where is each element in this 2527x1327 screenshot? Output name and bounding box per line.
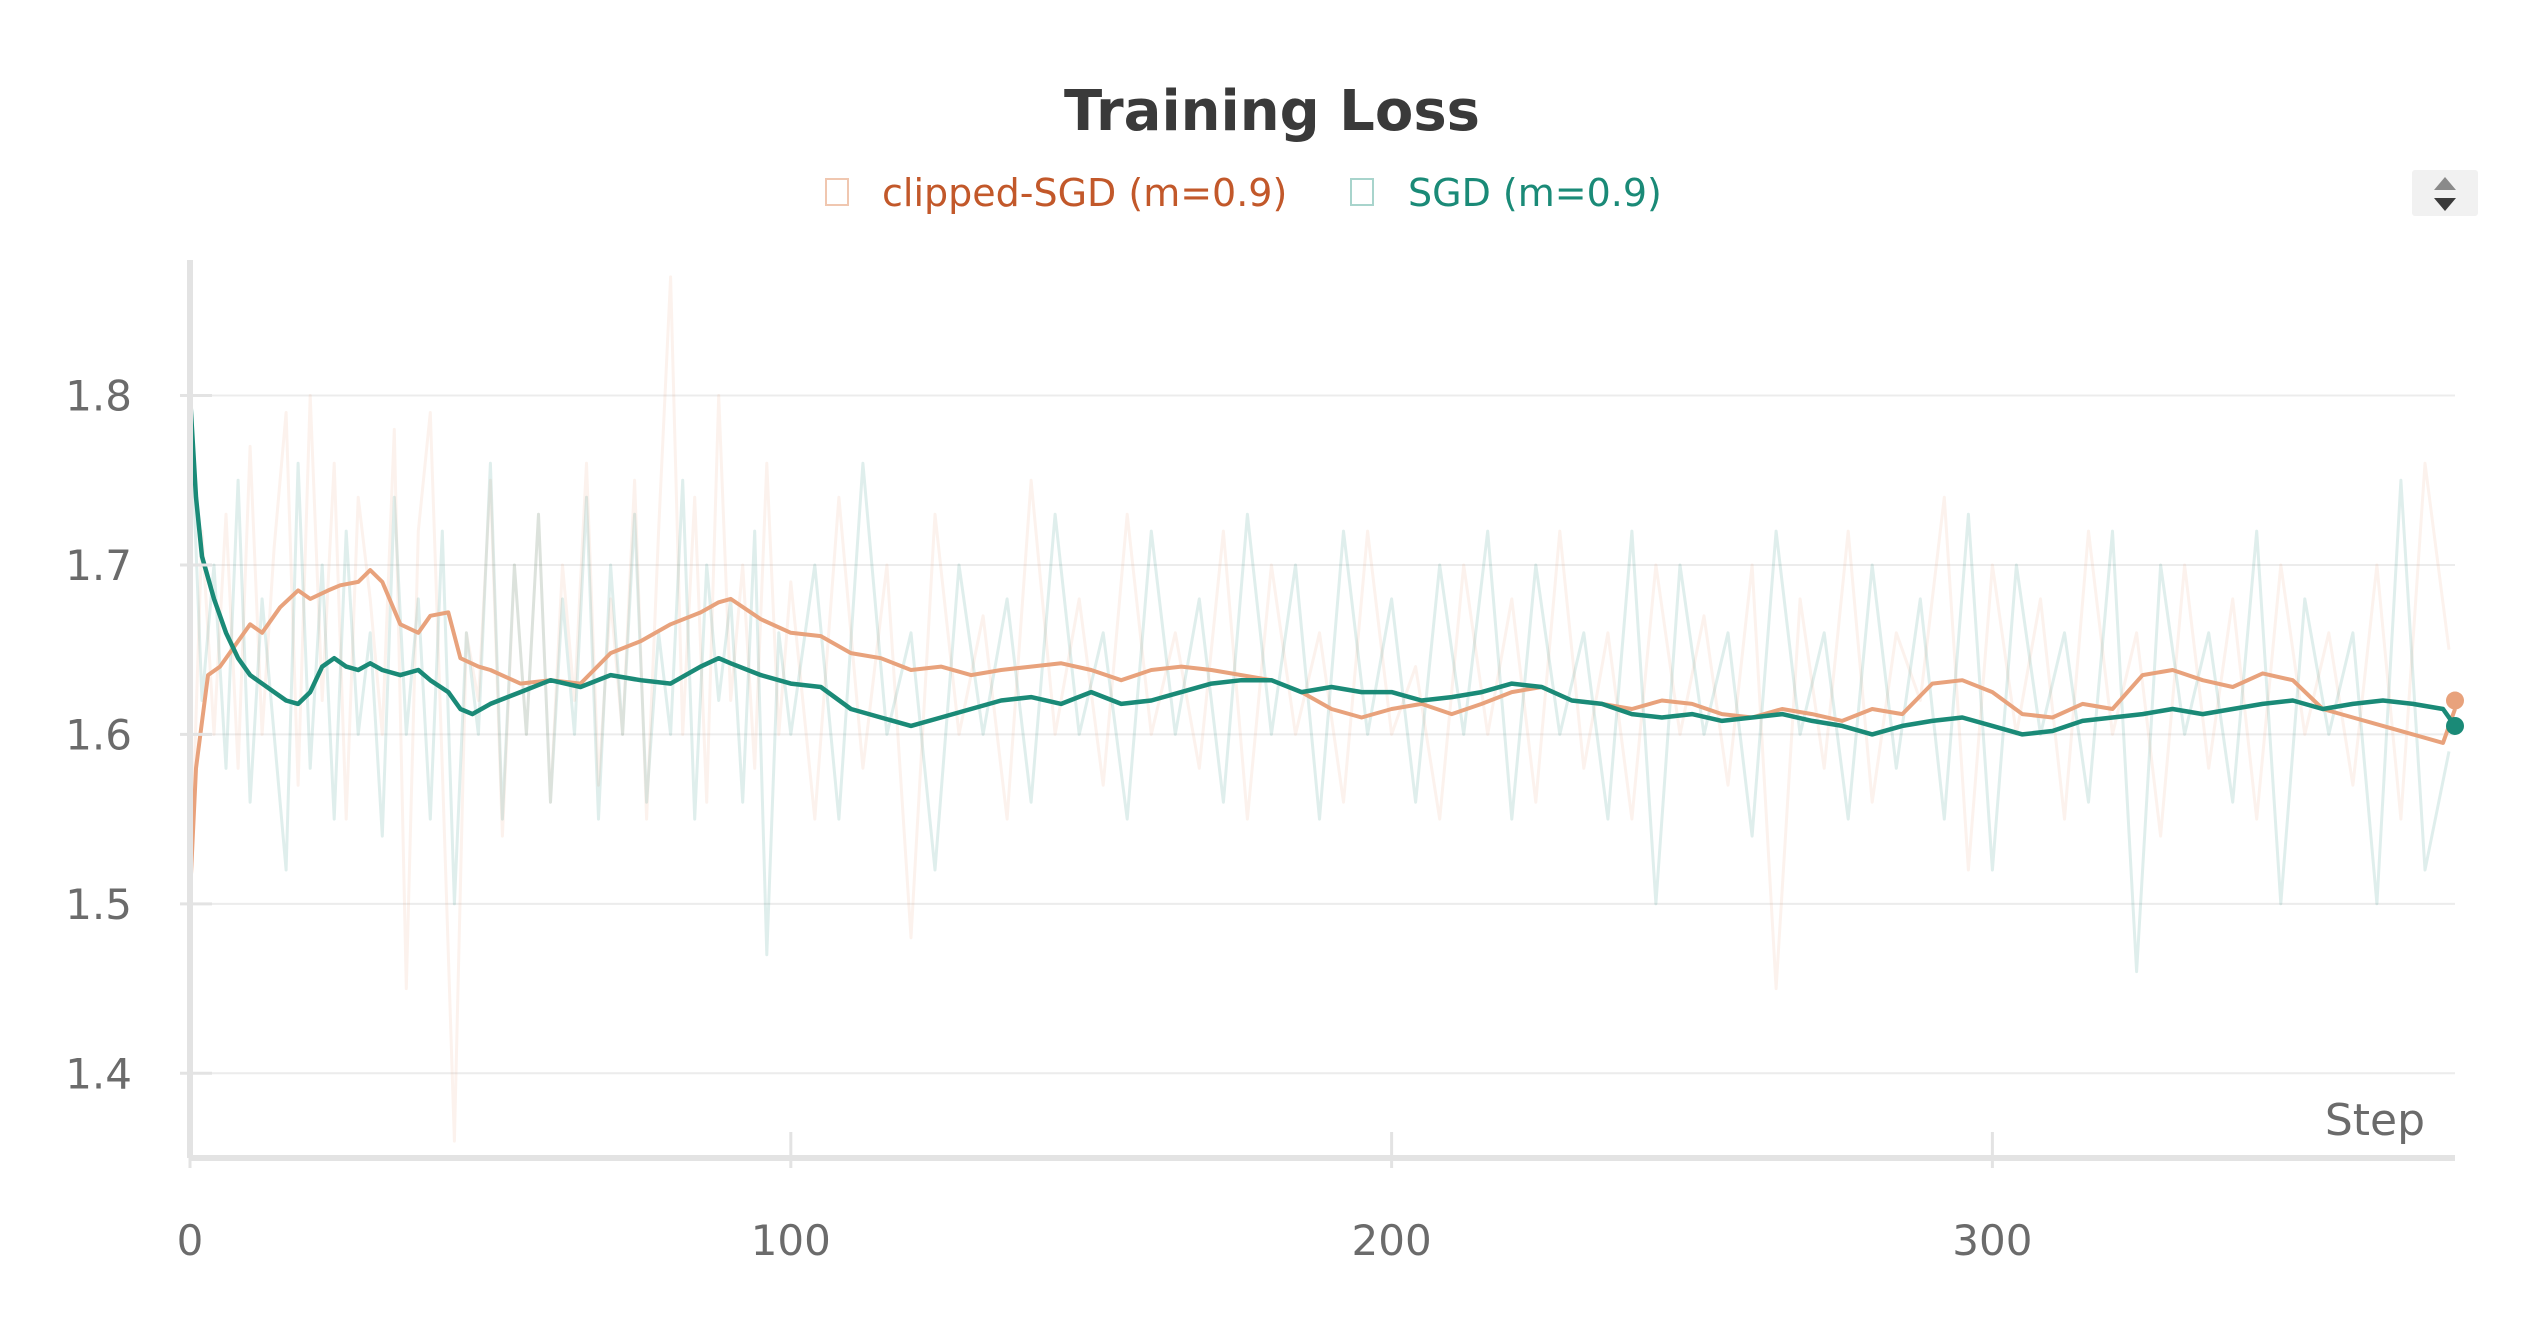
tick-label-y: 1.8 (65, 372, 132, 421)
legend-swatch-sgd[interactable] (1350, 178, 1374, 206)
end-point-sgd (2446, 716, 2464, 735)
scroll-up-icon[interactable] (2434, 177, 2456, 190)
tick-labels: 1.4 1.5 1.6 1.7 1.8 0 100 200 300 (65, 372, 2032, 1265)
legend-label-sgd[interactable]: SGD (m=0.9) (1408, 171, 1662, 215)
tick-label-y: 1.4 (65, 1049, 132, 1098)
tick-label-x: 300 (1952, 1216, 2032, 1265)
smoothed-line-sgd (187, 395, 2457, 737)
x-axis-title: Step (2325, 1095, 2425, 1146)
tick-label-x: 0 (177, 1216, 204, 1265)
legend-swatch-clipped-sgd[interactable] (825, 178, 849, 206)
tick-label-x: 100 (751, 1216, 831, 1265)
tick-label-x: 200 (1352, 1216, 1432, 1265)
raw-line-clipped-sgd (188, 275, 2451, 1143)
tick-label-y: 1.5 (65, 880, 132, 929)
chart-title: Training Loss (1064, 79, 1480, 144)
smoothed-line-clipped-sgd (188, 568, 2457, 896)
grid (190, 394, 2455, 1075)
legend-scroll-control[interactable] (2412, 170, 2478, 216)
tick-label-y: 1.6 (65, 710, 132, 759)
legend: clipped-SGD (m=0.9) SGD (m=0.9) (825, 171, 1662, 215)
axes (180, 260, 2455, 1168)
scroll-down-icon[interactable] (2434, 198, 2456, 211)
tick-label-y: 1.7 (65, 541, 132, 590)
end-point-clipped-sgd (2446, 691, 2464, 710)
legend-label-clipped-sgd[interactable]: clipped-SGD (m=0.9) (882, 171, 1287, 215)
smoothed-series (187, 395, 2464, 896)
